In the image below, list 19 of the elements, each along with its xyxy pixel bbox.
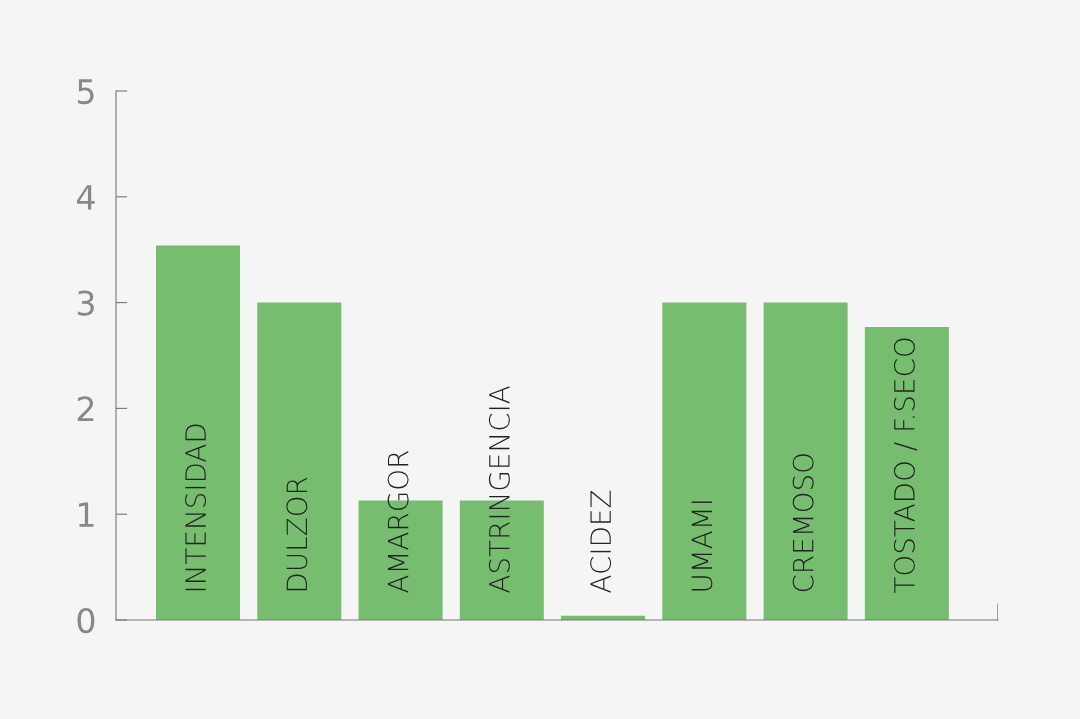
x-tick-label: ACIDEZ [590,490,612,593]
bar [864,326,949,620]
y-tick-label: 2 [77,396,94,422]
bar [662,302,747,620]
bar [257,302,342,620]
y-tick-label: 3 [77,290,94,316]
x-tick-label: TOSTADO / F.SECO [893,338,918,593]
bar [763,302,848,620]
x-tick-label: AMARGOR [387,451,409,593]
x-tick-label: ASTRINGENCIA [488,386,510,593]
x-tick-label: CREMOSO [792,454,814,592]
y-tick-label: 1 [79,502,94,527]
y-tick-label: 4 [76,185,95,210]
y-tick-label: 0 [77,607,95,634]
x-tick-label: DULZOR [286,477,308,591]
x-tick-label: UMAMI [691,501,713,591]
y-tick-label: 5 [77,79,94,105]
bar [156,245,241,620]
x-tick-label: INTENSIDAD [185,424,207,591]
